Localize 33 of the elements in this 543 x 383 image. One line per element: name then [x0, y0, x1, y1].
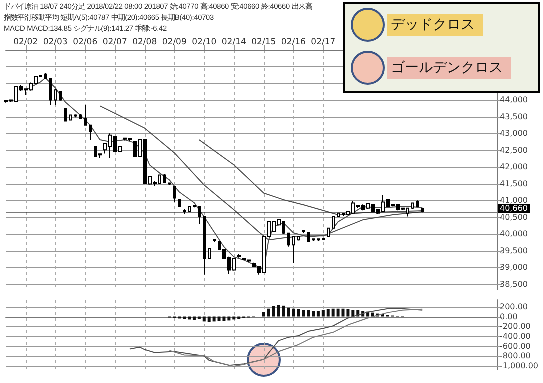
y-tick-label: 41,000: [500, 196, 528, 206]
y-tick-label: 39,000: [500, 263, 528, 272]
y-tick-label: 0.00: [500, 312, 518, 322]
y-tick-label: 40,000: [500, 230, 528, 239]
y-tick-label: 41,500: [500, 179, 528, 188]
y-tick-label: 38,500: [500, 280, 528, 289]
ref-line-label: 40,660: [498, 204, 530, 213]
y-tick-label: 39,500: [500, 246, 528, 256]
y-tick-label: -200.00: [500, 322, 531, 332]
x-tick-label: 02/10: [192, 38, 217, 48]
y-tick-label: 44,000: [500, 96, 528, 105]
y-tick-label: 40,500: [500, 212, 528, 222]
note-panel: デッドクロス ゴールデンクロス: [343, 2, 540, 93]
x-tick-label: 02/16: [281, 38, 306, 48]
y-tick-label: 200.00: [500, 302, 528, 312]
y-tick-label: 42,000: [500, 162, 528, 172]
x-tick-label: 02/03: [43, 38, 68, 48]
y-tick-label: -800.00: [500, 352, 531, 361]
y-tick-label: 43,000: [500, 129, 528, 138]
y-tick-label: 42,500: [500, 146, 528, 155]
y-tick-label: -600.00: [500, 342, 531, 351]
y-tick-label: -1,000.00: [500, 362, 539, 371]
y-tick-label: -400.00: [500, 332, 531, 341]
x-tick-label: 02/06: [73, 38, 98, 48]
x-tick-label: 02/02: [14, 38, 38, 48]
annotation: ゴールデンクロス: [387, 57, 511, 79]
x-tick-label: 02/17: [311, 38, 336, 48]
x-tick-label: 02/15: [252, 38, 276, 48]
x-tick-label: 02/07: [102, 38, 128, 48]
x-tick-label: 02/14: [222, 38, 246, 48]
x-tick-label: 02/08: [132, 38, 158, 48]
x-tick-label: 02/09: [162, 38, 187, 48]
y-tick-label: 43,500: [500, 112, 528, 122]
